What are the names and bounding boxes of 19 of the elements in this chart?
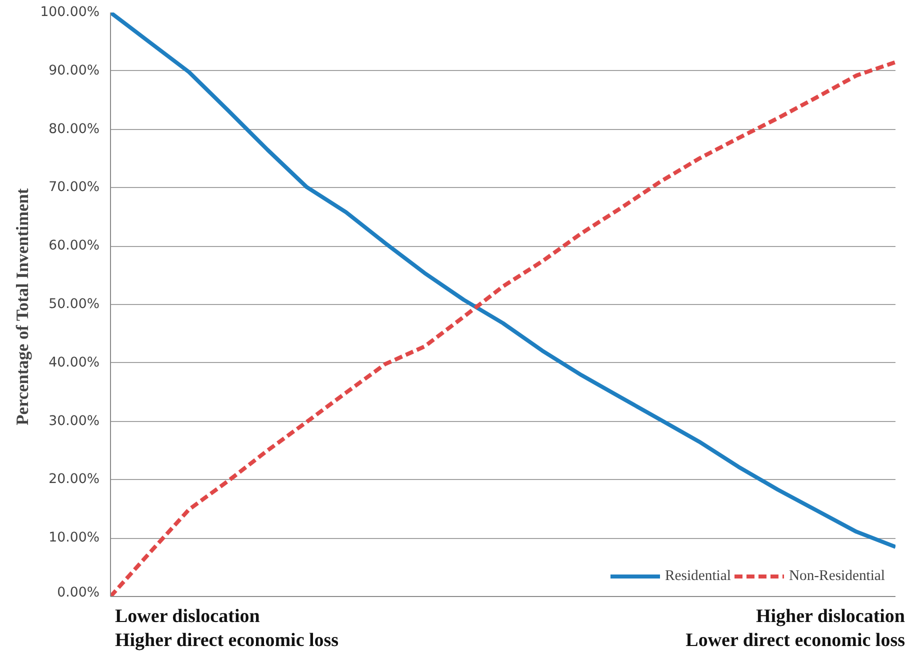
y-tick-label: 80.00% xyxy=(48,122,100,137)
y-tick-label: 20.00% xyxy=(48,472,100,488)
y-tick-label: 60.00% xyxy=(48,238,100,254)
text: Higher dislocation xyxy=(756,606,905,627)
y-tick-label: 10.00% xyxy=(48,530,100,546)
y-tick-label: 40.00% xyxy=(48,355,100,370)
y-tick-label: 100.00% xyxy=(40,5,100,20)
y-tick-label: 30.00% xyxy=(48,414,100,429)
y-tick-label: 0.00% xyxy=(57,586,100,600)
text: Lower direct economic loss xyxy=(686,630,905,651)
legend-label: Non-Residential xyxy=(788,568,885,584)
y-tick-label: 70.00% xyxy=(48,180,100,196)
text: Higher direct economic loss xyxy=(115,630,339,651)
y-tick-label: 90.00% xyxy=(48,63,100,78)
legend-label: Residential xyxy=(664,568,731,584)
text: Lower dislocation xyxy=(115,606,260,627)
y-tick-label: 50.00% xyxy=(48,297,100,312)
y-axis-title: Percentage of Total Inventiment xyxy=(13,188,32,426)
line-series xyxy=(110,12,896,549)
